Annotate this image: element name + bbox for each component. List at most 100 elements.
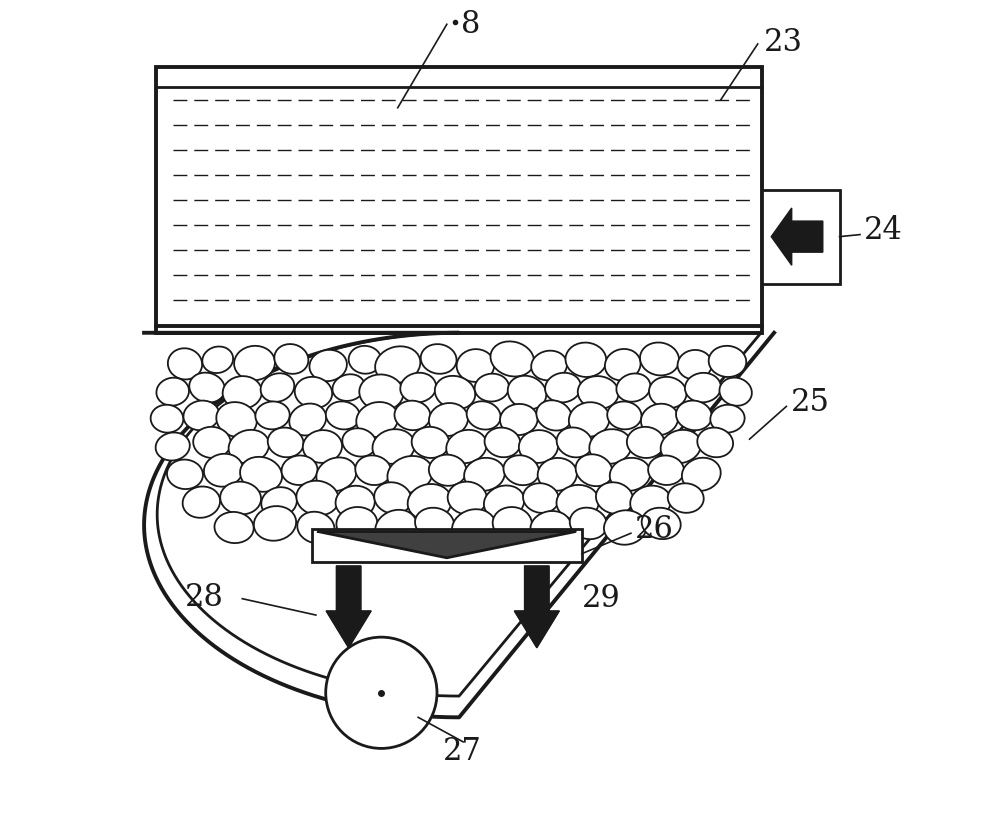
Ellipse shape <box>435 376 475 409</box>
Ellipse shape <box>216 402 257 437</box>
Ellipse shape <box>630 486 671 519</box>
Ellipse shape <box>400 373 436 402</box>
Ellipse shape <box>467 401 501 429</box>
Ellipse shape <box>676 401 712 430</box>
Ellipse shape <box>326 401 360 429</box>
Polygon shape <box>771 208 823 265</box>
Text: 27: 27 <box>443 736 482 767</box>
Ellipse shape <box>289 404 326 435</box>
Ellipse shape <box>642 507 681 539</box>
Ellipse shape <box>268 428 304 457</box>
Ellipse shape <box>342 429 376 456</box>
Polygon shape <box>318 531 575 557</box>
Ellipse shape <box>408 484 452 521</box>
Ellipse shape <box>359 374 403 410</box>
Ellipse shape <box>710 405 745 433</box>
Ellipse shape <box>616 374 650 401</box>
Ellipse shape <box>421 344 457 374</box>
Ellipse shape <box>648 456 684 485</box>
Ellipse shape <box>349 346 381 374</box>
Ellipse shape <box>229 430 269 463</box>
Ellipse shape <box>240 456 282 492</box>
Ellipse shape <box>204 454 243 487</box>
Ellipse shape <box>336 507 377 540</box>
Polygon shape <box>514 566 559 648</box>
Ellipse shape <box>565 342 606 377</box>
Ellipse shape <box>508 376 546 410</box>
Ellipse shape <box>374 482 411 514</box>
Ellipse shape <box>254 506 296 541</box>
Ellipse shape <box>372 429 415 464</box>
Ellipse shape <box>678 350 712 379</box>
Ellipse shape <box>220 482 261 515</box>
Ellipse shape <box>649 377 686 408</box>
Ellipse shape <box>296 481 339 516</box>
Ellipse shape <box>578 376 619 409</box>
Ellipse shape <box>503 456 539 485</box>
Ellipse shape <box>570 507 607 539</box>
Ellipse shape <box>375 346 420 383</box>
Ellipse shape <box>589 429 632 464</box>
Ellipse shape <box>156 378 189 406</box>
Ellipse shape <box>316 457 356 491</box>
Ellipse shape <box>274 344 308 374</box>
Ellipse shape <box>685 373 721 402</box>
Ellipse shape <box>536 401 572 430</box>
Ellipse shape <box>682 458 721 491</box>
Ellipse shape <box>484 485 524 519</box>
Ellipse shape <box>355 456 391 485</box>
Bar <box>762 190 840 284</box>
Text: 28: 28 <box>185 581 224 612</box>
Ellipse shape <box>627 427 664 458</box>
Ellipse shape <box>500 404 538 435</box>
Ellipse shape <box>709 346 746 377</box>
Ellipse shape <box>183 401 219 430</box>
Ellipse shape <box>303 430 342 463</box>
Text: 8: 8 <box>461 9 480 39</box>
Text: 29: 29 <box>582 583 621 614</box>
Ellipse shape <box>309 350 347 381</box>
Ellipse shape <box>336 486 375 519</box>
Ellipse shape <box>545 373 581 402</box>
Ellipse shape <box>429 455 466 486</box>
Ellipse shape <box>464 458 505 491</box>
Ellipse shape <box>576 454 613 486</box>
Ellipse shape <box>596 482 633 514</box>
Ellipse shape <box>151 405 183 433</box>
Polygon shape <box>326 566 371 648</box>
Ellipse shape <box>607 401 642 429</box>
Ellipse shape <box>202 346 233 373</box>
Ellipse shape <box>183 487 220 518</box>
Ellipse shape <box>531 351 567 380</box>
Ellipse shape <box>457 349 494 382</box>
Ellipse shape <box>282 456 318 485</box>
Ellipse shape <box>668 484 704 513</box>
Ellipse shape <box>297 511 335 544</box>
Ellipse shape <box>255 401 290 429</box>
Ellipse shape <box>375 510 417 545</box>
Text: 23: 23 <box>763 27 802 57</box>
Ellipse shape <box>429 403 468 436</box>
Ellipse shape <box>719 378 752 406</box>
Ellipse shape <box>193 427 231 458</box>
Ellipse shape <box>569 402 610 437</box>
Ellipse shape <box>261 487 297 517</box>
Ellipse shape <box>493 507 532 539</box>
Ellipse shape <box>415 507 454 539</box>
Ellipse shape <box>394 401 430 430</box>
Ellipse shape <box>234 346 275 380</box>
Ellipse shape <box>167 460 203 489</box>
Ellipse shape <box>387 456 433 493</box>
Ellipse shape <box>661 430 701 463</box>
Ellipse shape <box>214 512 254 543</box>
Text: 26: 26 <box>635 515 674 545</box>
Ellipse shape <box>356 402 398 437</box>
Ellipse shape <box>557 428 592 457</box>
Ellipse shape <box>605 349 641 380</box>
Ellipse shape <box>412 427 449 458</box>
Polygon shape <box>144 333 774 718</box>
Ellipse shape <box>189 373 225 402</box>
Ellipse shape <box>332 374 365 401</box>
Ellipse shape <box>261 374 294 402</box>
Ellipse shape <box>156 433 190 461</box>
